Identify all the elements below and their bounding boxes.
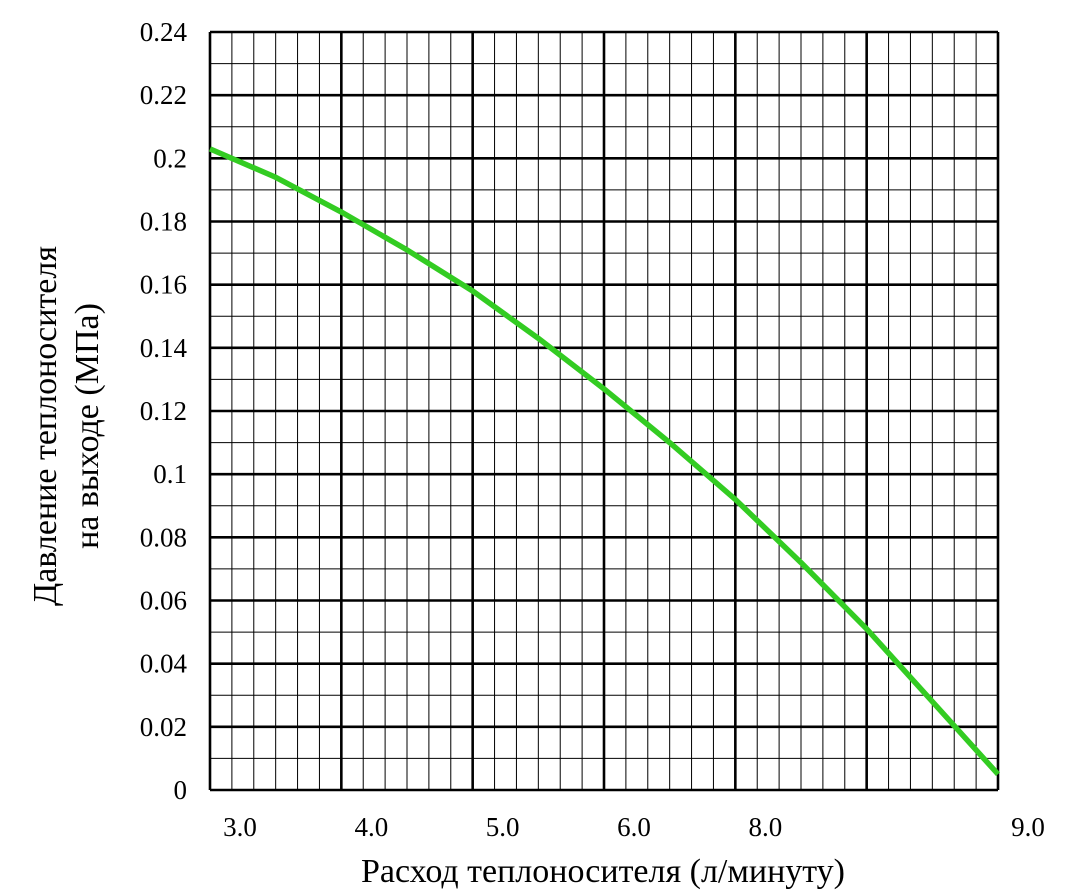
x-tick-label: 9.0 <box>1011 812 1045 842</box>
y-tick-label: 0.06 <box>140 586 187 616</box>
y-tick-label: 0.2 <box>153 143 187 173</box>
series-line <box>208 146 1001 777</box>
x-axis-title: Расход теплоносителя (л/минуту) <box>361 853 845 890</box>
y-axis-ticks: 0 0.02 0.04 0.06 0.08 0.1 0.12 0.14 0.16 0.18 0.2 0… <box>140 17 188 805</box>
y-tick-label: 0.08 <box>140 522 187 552</box>
x-tick-label: 8.0 <box>748 812 782 842</box>
y-axis-title-line-1: Давление теплоносителя <box>27 246 64 606</box>
x-tick-label: 6.0 <box>617 812 651 842</box>
y-tick-label: 0.02 <box>140 712 187 742</box>
y-tick-label: 0.1 <box>153 459 187 489</box>
y-tick-label: 0.24 <box>140 17 188 47</box>
y-tick-label: 0 <box>174 775 188 805</box>
y-axis-title-line-2: на выходе (МПа) <box>69 303 106 549</box>
major-grid <box>208 30 1000 792</box>
y-tick-label: 0.04 <box>140 649 188 679</box>
y-tick-label: 0.22 <box>140 80 187 110</box>
series-layer <box>208 146 1001 777</box>
x-axis-ticks: 3.0 4.0 5.0 6.0 8.0 9.0 <box>223 812 1045 842</box>
x-tick-label: 5.0 <box>486 812 520 842</box>
y-tick-label: 0.16 <box>140 270 187 300</box>
y-tick-label: 0.18 <box>140 207 187 237</box>
y-tick-label: 0.14 <box>140 333 188 363</box>
x-tick-label: 4.0 <box>354 812 388 842</box>
y-tick-label: 0.12 <box>140 396 187 426</box>
x-tick-label: 3.0 <box>223 812 257 842</box>
y-axis-title: Давление теплоносителя на выходе (МПа) <box>27 246 106 606</box>
